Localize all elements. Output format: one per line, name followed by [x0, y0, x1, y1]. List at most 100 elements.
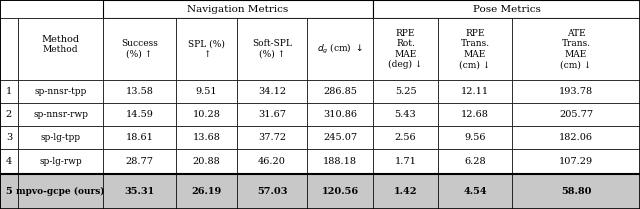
Bar — [512, 149, 640, 174]
Bar — [18, 174, 103, 209]
Bar — [18, 126, 103, 149]
Bar — [512, 80, 640, 103]
Bar — [0, 149, 640, 174]
Bar — [0, 0, 103, 80]
Text: 182.06: 182.06 — [559, 133, 593, 142]
Bar — [373, 126, 438, 149]
Bar — [307, 18, 373, 80]
Bar — [18, 149, 103, 174]
Text: 245.07: 245.07 — [323, 133, 357, 142]
Bar — [373, 103, 438, 126]
Bar — [176, 18, 237, 80]
Text: 57.03: 57.03 — [257, 187, 287, 196]
Bar — [176, 174, 237, 209]
Text: 37.72: 37.72 — [258, 133, 286, 142]
Text: Soft-SPL
(%) ↑: Soft-SPL (%) ↑ — [252, 39, 292, 59]
Bar — [0, 103, 18, 126]
Bar — [176, 103, 237, 126]
Bar — [103, 103, 176, 126]
Bar — [237, 149, 307, 174]
Text: 20.88: 20.88 — [193, 157, 220, 166]
Bar — [307, 80, 373, 103]
Text: 120.56: 120.56 — [321, 187, 358, 196]
Bar — [176, 80, 237, 103]
Text: RPE
Rot.
MAE
(deg) ↓: RPE Rot. MAE (deg) ↓ — [388, 29, 422, 69]
Text: RPE
Trans.
MAE
(cm) ↓: RPE Trans. MAE (cm) ↓ — [460, 29, 491, 69]
Bar — [373, 149, 438, 174]
Text: 6.28: 6.28 — [464, 157, 486, 166]
Text: sp-nnsr-tpp: sp-nnsr-tpp — [35, 87, 86, 96]
Bar — [373, 0, 640, 18]
Bar — [103, 80, 176, 103]
Bar — [0, 149, 18, 174]
Bar — [438, 174, 512, 209]
Text: 34.12: 34.12 — [258, 87, 286, 96]
Text: 2.56: 2.56 — [395, 133, 416, 142]
Text: 3: 3 — [6, 133, 12, 142]
Text: 193.78: 193.78 — [559, 87, 593, 96]
Text: 13.68: 13.68 — [193, 133, 220, 142]
Bar — [512, 103, 640, 126]
Text: 310.86: 310.86 — [323, 110, 357, 119]
Text: 46.20: 46.20 — [258, 157, 286, 166]
Text: 286.85: 286.85 — [323, 87, 357, 96]
Text: Method: Method — [42, 36, 79, 45]
Text: 205.77: 205.77 — [559, 110, 593, 119]
Text: SPL (%)
↑: SPL (%) ↑ — [188, 39, 225, 59]
Text: sp-lg-rwp: sp-lg-rwp — [39, 157, 82, 166]
Text: 5.43: 5.43 — [395, 110, 417, 119]
Bar — [18, 80, 103, 103]
Bar — [18, 18, 103, 80]
Text: 1: 1 — [6, 87, 12, 96]
Text: Success
(%) ↑: Success (%) ↑ — [121, 39, 158, 59]
Bar — [103, 149, 176, 174]
Bar — [103, 174, 176, 209]
Text: 5: 5 — [6, 187, 12, 196]
Text: 2: 2 — [6, 110, 12, 119]
Text: 4: 4 — [6, 157, 12, 166]
Bar — [176, 149, 237, 174]
Bar — [103, 126, 176, 149]
Text: sp-nnsr-rwp: sp-nnsr-rwp — [33, 110, 88, 119]
Bar — [307, 126, 373, 149]
Bar — [438, 149, 512, 174]
Bar — [438, 126, 512, 149]
Bar — [103, 0, 373, 18]
Bar — [0, 126, 640, 149]
Text: 58.80: 58.80 — [561, 187, 591, 196]
Text: Pose Metrics: Pose Metrics — [472, 5, 540, 14]
Text: mpvo-gcpe (ours): mpvo-gcpe (ours) — [16, 187, 105, 196]
Text: 9.51: 9.51 — [196, 87, 218, 96]
Bar — [237, 174, 307, 209]
Bar — [307, 174, 373, 209]
Bar — [237, 18, 307, 80]
Bar — [0, 174, 640, 209]
Text: 1.42: 1.42 — [394, 187, 417, 196]
Bar — [512, 18, 640, 80]
Bar — [0, 103, 640, 126]
Bar — [18, 103, 103, 126]
Text: 10.28: 10.28 — [193, 110, 220, 119]
Text: 4.54: 4.54 — [463, 187, 487, 196]
Text: sp-lg-tpp: sp-lg-tpp — [40, 133, 81, 142]
Text: 26.19: 26.19 — [191, 187, 221, 196]
Text: 12.68: 12.68 — [461, 110, 489, 119]
Text: 1.71: 1.71 — [395, 157, 417, 166]
Bar — [438, 80, 512, 103]
Text: 107.29: 107.29 — [559, 157, 593, 166]
Text: 9.56: 9.56 — [464, 133, 486, 142]
Bar — [176, 126, 237, 149]
Text: ATE
Trans.
MAE
(cm) ↓: ATE Trans. MAE (cm) ↓ — [561, 29, 591, 69]
Bar — [373, 80, 438, 103]
Text: Navigation Metrics: Navigation Metrics — [188, 5, 289, 14]
Bar — [0, 126, 18, 149]
Text: 12.11: 12.11 — [461, 87, 489, 96]
Bar — [0, 18, 18, 80]
Text: 13.58: 13.58 — [125, 87, 154, 96]
Text: 188.18: 188.18 — [323, 157, 357, 166]
Bar — [373, 174, 438, 209]
Bar — [512, 174, 640, 209]
Bar — [512, 126, 640, 149]
Text: Method: Method — [43, 45, 78, 54]
Bar — [0, 80, 640, 103]
